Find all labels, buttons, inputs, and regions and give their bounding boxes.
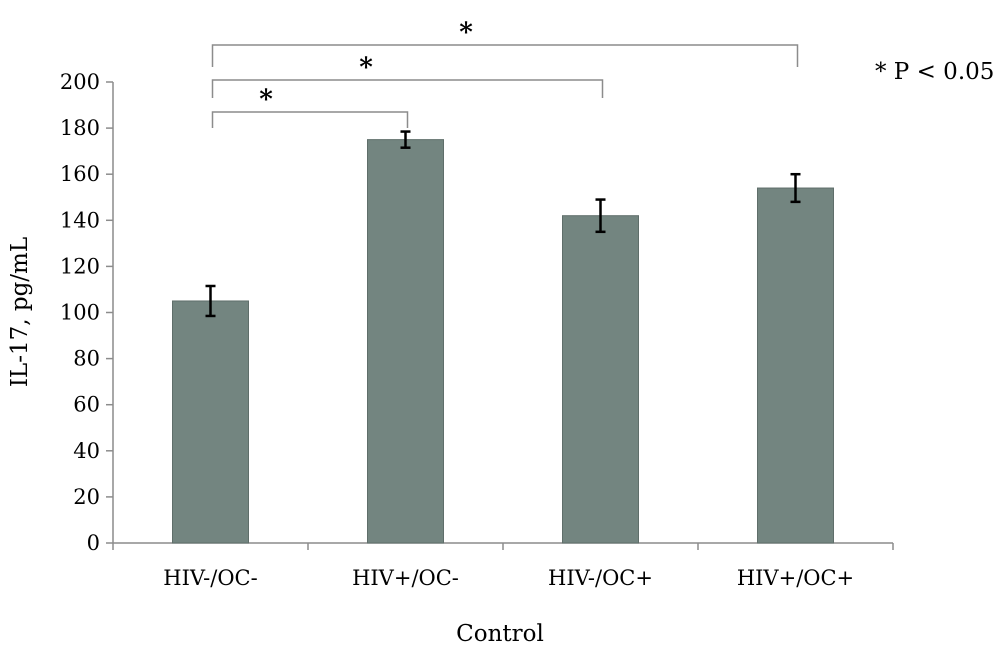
- x-tick-label: HIV+/OC-: [352, 566, 459, 590]
- significance-note: * P < 0.05: [875, 59, 994, 85]
- y-tick-label: 180: [60, 116, 100, 140]
- bar: [562, 215, 639, 544]
- y-tick-label: 80: [73, 347, 100, 371]
- y-tick-label: 100: [60, 301, 100, 325]
- y-tick-label: 160: [60, 162, 100, 186]
- x-tick-label: HIV-/OC+: [548, 566, 653, 590]
- y-tick-label: 40: [73, 439, 100, 463]
- bar: [757, 187, 834, 544]
- axes: 0 20 40 60 80 100 120 140 160 180 200 HIV-/OC- HIV+/…: [60, 70, 894, 590]
- error-bar: [205, 284, 216, 318]
- x-tick-label: HIV+/OC+: [737, 566, 854, 590]
- error-bars: [205, 130, 801, 318]
- error-bar: [595, 198, 606, 234]
- y-tick-label: 200: [60, 70, 100, 94]
- error-bar: [400, 130, 411, 149]
- y-tick-label: 140: [60, 208, 100, 232]
- y-tick-label: 20: [73, 485, 100, 509]
- significance-bracket: *: [211, 53, 604, 98]
- significance-bracket: *: [211, 18, 799, 67]
- bracket-line: [211, 79, 604, 98]
- y-tick-label: 120: [60, 254, 100, 278]
- x-axis-label: Control: [456, 621, 544, 647]
- y-tick-label: 60: [73, 393, 100, 417]
- bar: [367, 139, 444, 544]
- error-bar: [790, 172, 801, 204]
- significance-bracket: *: [211, 85, 409, 128]
- bracket-line: [211, 111, 409, 128]
- bars: [172, 139, 834, 544]
- y-axis-label: IL-17, pg/mL: [7, 237, 33, 387]
- bar: [172, 300, 249, 544]
- significance-brackets: * * *: [211, 18, 799, 128]
- significance-star: *: [259, 85, 273, 115]
- x-tick-label: HIV-/OC-: [163, 566, 257, 590]
- significance-star: *: [359, 53, 373, 83]
- significance-star: *: [459, 18, 473, 48]
- bracket-line: [211, 44, 799, 67]
- y-tick-label: 0: [87, 531, 100, 555]
